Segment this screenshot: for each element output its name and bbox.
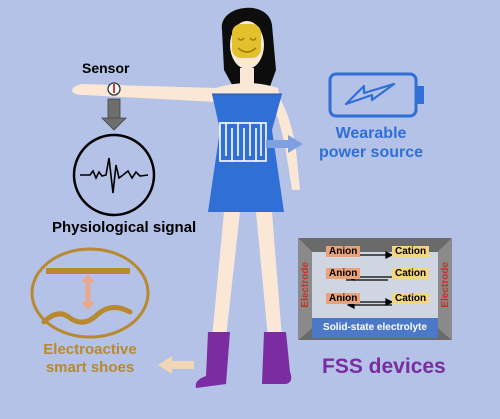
cation-1: Cation [392,246,430,257]
neck [240,68,254,86]
anion-2: Anion [326,268,361,279]
wearable-line-1: Wearable [335,125,407,142]
wearable-line-2: power source [318,144,424,161]
shoes-line-1: Electroactive [43,341,137,358]
sensor-band-icon [107,82,121,96]
physiological-signal-label: Physiological signal [52,219,197,236]
heartbeat-signal-icon [72,133,156,217]
electrode-right-label: Electrode [440,262,451,308]
right-leg [256,212,282,338]
shoes-arrow [158,356,194,374]
sensor-arrow [101,98,127,131]
battery-lightning-icon [328,72,424,118]
left-boot [195,332,230,388]
face-mask [232,24,261,58]
right-boot [262,332,292,384]
shoes-line-2: smart shoes [45,359,135,376]
fss-cell [298,238,452,340]
sensor-label: Sensor [82,60,130,76]
cation-3: Cation [392,293,430,304]
electroactive-smart-shoes-label: Electroactive smart shoes [20,341,160,377]
fss-devices-label: FSS devices [322,355,446,378]
anion-3: Anion [326,293,361,304]
wearable-arrow [266,135,303,153]
wearable-power-source-label: Wearable power source [306,124,436,162]
left-leg [212,212,240,338]
electrode-left-label: Electrode [300,262,311,308]
anion-1: Anion [326,246,361,257]
cation-2: Cation [392,268,430,279]
electroactive-material-icon [30,247,150,339]
left-arm [72,84,216,102]
electrolyte-label: Solid-state electrolyte [323,322,427,333]
wearable-device-grid [219,122,267,162]
